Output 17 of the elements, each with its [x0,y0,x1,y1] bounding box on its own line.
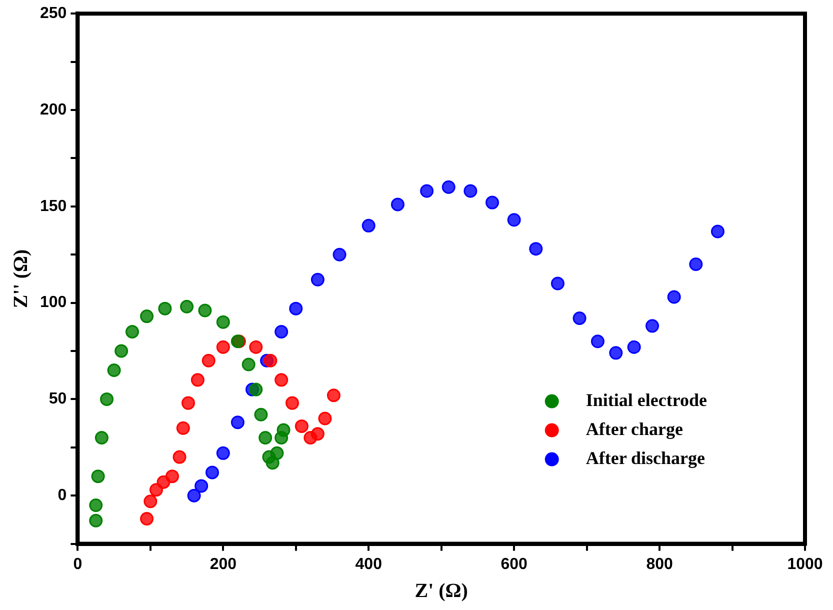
y-tick-label: 50 [48,390,67,408]
x-tick-label: 0 [73,556,82,573]
x-tick-label: 1000 [787,556,823,573]
legend-label: Initial electrode [586,390,708,410]
y-tick-label: 0 [58,487,67,504]
y-axis-title: Z'' (Ω) [10,249,32,308]
y-tick-label: 200 [40,101,67,118]
y-tick-label: 250 [40,5,67,22]
x-tick-label: 800 [646,556,673,573]
x-tick-label: 600 [500,556,528,573]
x-tick-label: 200 [210,556,237,573]
legend-label: After discharge [586,448,706,468]
legend-label: After charge [586,418,683,439]
y-tick-label: 150 [40,198,67,215]
x-tick-label: 400 [355,556,382,573]
x-axis-title: Z' (Ω) [414,580,468,602]
y-tick-label: 100 [40,294,67,312]
